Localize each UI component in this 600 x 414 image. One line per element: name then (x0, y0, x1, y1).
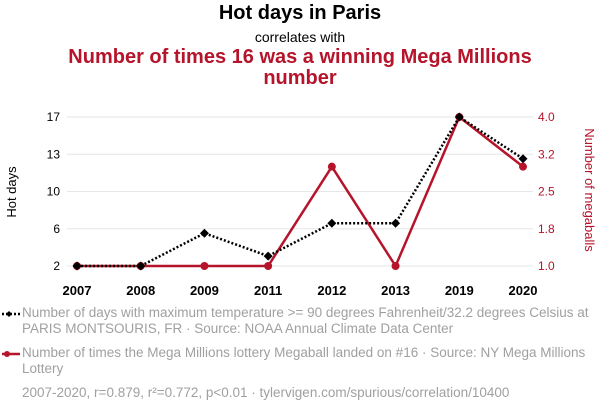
x-tick-label: 2013 (381, 283, 410, 298)
legend-swatch-megaballs (2, 351, 20, 357)
chart-title: Hot days in Paris (218, 2, 382, 24)
x-tick-label: 2008 (126, 283, 155, 298)
chart-title-secondary: Number of times 16 was a winning Mega Mi… (68, 46, 532, 89)
y-right-tick-label: 1.0 (538, 259, 555, 273)
x-tick-label: 2009 (190, 283, 219, 298)
data-point-hot-days (199, 228, 209, 238)
x-tick-label: 2007 (63, 283, 92, 298)
x-tick-label: 2020 (509, 283, 538, 298)
data-point-megaballs (327, 162, 336, 171)
y-right-tick-label: 2.5 (538, 185, 555, 199)
y-right-tick-label: 1.8 (538, 222, 555, 236)
x-tick-label: 2011 (254, 283, 282, 298)
y-left-tick-label: 13 (47, 147, 61, 161)
series-line-megaballs (77, 115, 524, 268)
series-line-hot-days (77, 115, 524, 268)
y-left-axis-label: Hot days (4, 166, 19, 218)
y-left-tick-label: 10 (47, 185, 61, 199)
data-point-hot-days (72, 261, 82, 271)
data-point-megaballs (264, 262, 273, 270)
data-point-hot-days (136, 261, 146, 271)
data-point-megaballs (391, 262, 400, 270)
y-left-tick-label: 2 (53, 259, 60, 273)
y-left-tick-label: 6 (53, 222, 60, 236)
data-point-hot-days (263, 251, 273, 261)
y-right-axis-label: Number of megaballs (582, 128, 597, 252)
legend-label-megaballs: Number of times the Mega Millions lotter… (22, 345, 586, 376)
x-tick-label: 2012 (317, 283, 346, 298)
x-tick-label: 2019 (445, 283, 474, 298)
data-point-megaballs (519, 162, 527, 171)
y-right-tick-label: 4.0 (538, 110, 555, 124)
y-left-tick-label: 17 (47, 110, 61, 124)
chart-footer: 2007-2020, r=0.879, r²=0.772, p<0.01 · t… (22, 385, 510, 400)
y-right-tick-label: 3.2 (538, 147, 555, 161)
legend-swatch-hot-days (2, 311, 20, 317)
data-point-hot-days (454, 112, 464, 122)
data-point-hot-days (391, 218, 401, 228)
data-point-hot-days (327, 218, 337, 228)
data-point-hot-days (518, 154, 528, 164)
legend-label-hot-days: Number of days with maximum temperature … (22, 305, 589, 336)
data-point-megaballs (200, 262, 209, 270)
chart-subtitle: correlates with (254, 29, 346, 45)
